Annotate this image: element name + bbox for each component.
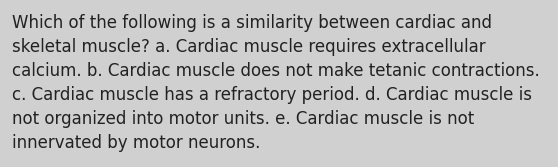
Text: innervated by motor neurons.: innervated by motor neurons. xyxy=(12,134,261,152)
Text: not organized into motor units. e. Cardiac muscle is not: not organized into motor units. e. Cardi… xyxy=(12,110,474,128)
Text: calcium. b. Cardiac muscle does not make tetanic contractions.: calcium. b. Cardiac muscle does not make… xyxy=(12,62,540,80)
Text: c. Cardiac muscle has a refractory period. d. Cardiac muscle is: c. Cardiac muscle has a refractory perio… xyxy=(12,86,532,104)
Text: skeletal muscle? a. Cardiac muscle requires extracellular: skeletal muscle? a. Cardiac muscle requi… xyxy=(12,38,485,56)
Text: Which of the following is a similarity between cardiac and: Which of the following is a similarity b… xyxy=(12,14,492,32)
